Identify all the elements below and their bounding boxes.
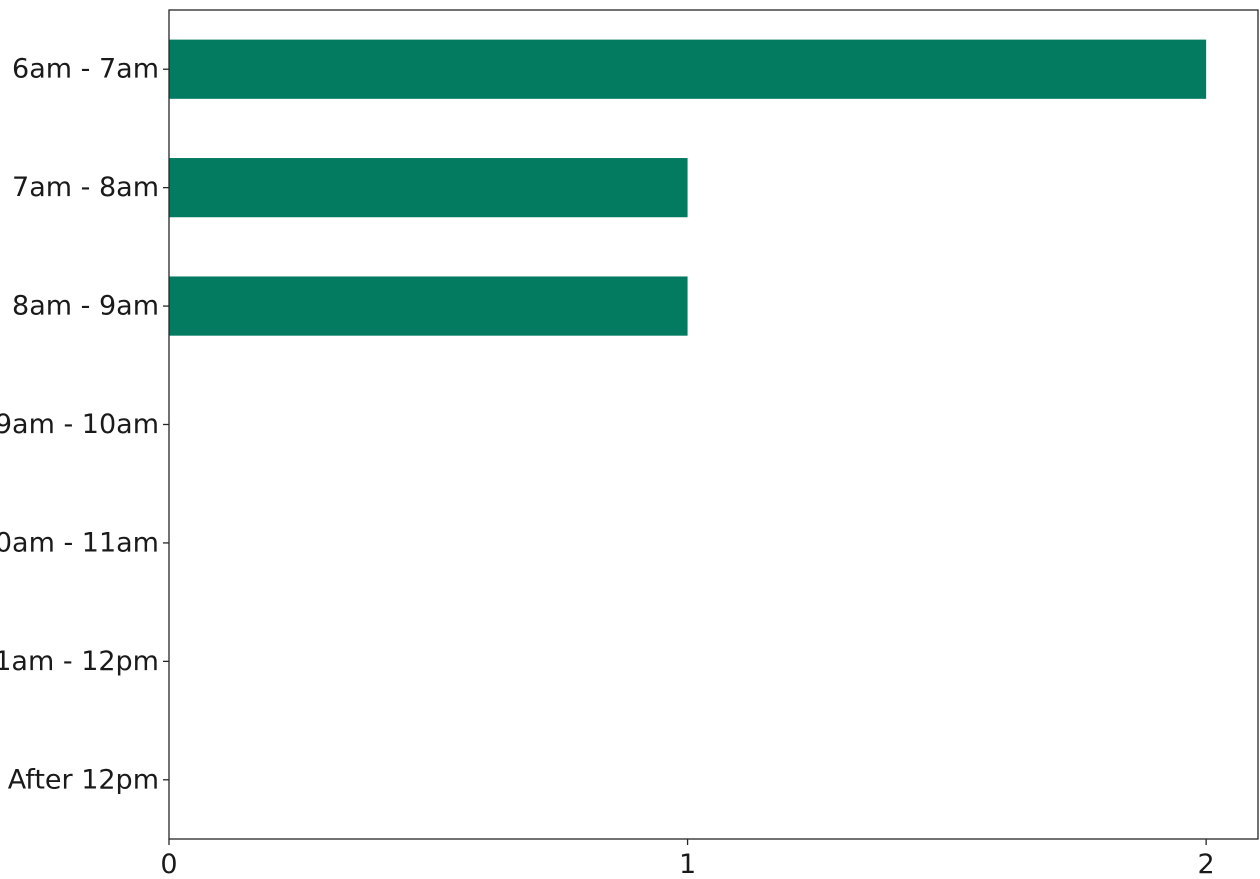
bar: [169, 158, 688, 218]
x-tick-label: 1: [679, 849, 696, 879]
y-axis-ticks: 6am - 7am 7am - 8am 8am - 9am 9am - 10am 10a…: [0, 54, 169, 795]
y-tick-label: 11am - 12pm: [0, 646, 159, 677]
y-tick-label: 6am - 7am: [12, 54, 159, 85]
bars-group: [169, 39, 1207, 336]
bar: [169, 39, 1207, 99]
x-tick-label: 0: [160, 849, 177, 879]
plot-frame: [168, 9, 1259, 840]
y-tick-label: After 12pm: [8, 764, 159, 795]
y-tick-label: 8am - 9am: [12, 291, 159, 322]
x-axis-ticks: 0 1 2: [160, 839, 1215, 879]
x-tick-label: 2: [1198, 849, 1215, 879]
y-tick-label: 9am - 10am: [0, 409, 159, 440]
bar: [169, 276, 688, 336]
y-tick-label: 7am - 8am: [12, 172, 159, 203]
y-tick-label: 10am - 11am: [0, 527, 159, 558]
